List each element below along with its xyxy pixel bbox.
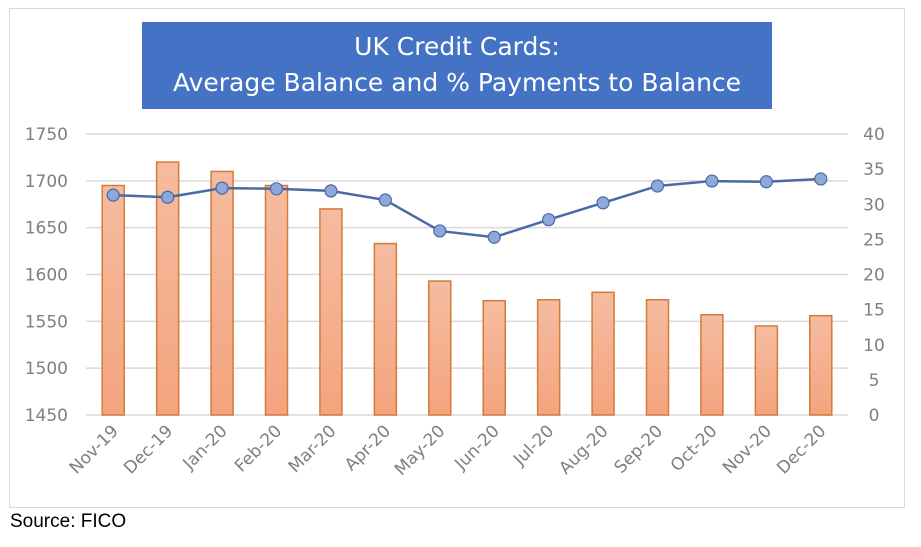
x-tick-label: Jul-20 (509, 421, 558, 470)
line-marker (106, 188, 120, 202)
x-tick-label: Nov-20 (719, 421, 776, 478)
line-marker (487, 230, 501, 244)
right-tick-label: 40 (863, 125, 885, 145)
line-marker (542, 213, 556, 227)
right-axis: 0 5 10 15 20 25 30 35 40 (863, 125, 885, 426)
x-tick-label: Oct-20 (667, 421, 722, 476)
bar (536, 299, 561, 416)
line-series-payments-to-balance (106, 172, 828, 244)
x-tick-label: Dec-19 (120, 421, 177, 478)
chart-title-line-2: Average Balance and % Payments to Balanc… (172, 68, 742, 97)
bar (645, 299, 670, 416)
chart-title-line-1: UK Credit Cards: (354, 32, 560, 61)
left-tick-label: 1550 (25, 312, 68, 332)
bar (809, 314, 833, 416)
bar (210, 170, 234, 416)
right-tick-label: 25 (863, 230, 885, 250)
bar (373, 242, 398, 416)
x-tick-label: Nov-19 (66, 421, 123, 478)
line-marker (596, 196, 610, 210)
source-note: Source: FICO (10, 511, 127, 532)
bar (319, 208, 343, 416)
bar (155, 161, 180, 416)
right-tick-label: 20 (863, 266, 885, 286)
x-tick-label: May-20 (391, 421, 449, 479)
x-tick-label: Feb-20 (231, 421, 286, 476)
x-tick-label: Sep-20 (611, 421, 667, 477)
left-axis: 1450 1500 1550 1600 1650 1700 1750 (25, 125, 68, 426)
left-tick-label: 1600 (25, 266, 68, 286)
bar (591, 291, 615, 416)
line-marker (215, 181, 229, 195)
line-marker (759, 175, 773, 189)
line-marker (650, 179, 665, 193)
line-marker (324, 184, 338, 198)
bar (754, 325, 779, 416)
bar-series-average-balance (101, 161, 833, 416)
right-tick-label: 0 (869, 406, 880, 426)
right-tick-label: 10 (863, 336, 885, 356)
line-marker (433, 224, 447, 238)
right-tick-label: 15 (863, 301, 885, 321)
right-tick-label: 5 (869, 371, 880, 391)
left-tick-label: 1700 (25, 172, 68, 192)
left-tick-label: 1650 (25, 219, 68, 239)
bar (264, 184, 289, 416)
right-tick-label: 30 (863, 195, 885, 215)
x-tick-label: Dec-20 (773, 421, 830, 478)
gridlines (86, 133, 848, 416)
bar (482, 299, 506, 416)
chart-title: UK Credit Cards: Average Balance and % P… (142, 22, 772, 109)
left-tick-label: 1750 (25, 125, 68, 145)
line-marker (814, 172, 828, 186)
line-marker (378, 193, 392, 207)
x-tick-label: Jun-20 (450, 421, 503, 474)
bar (428, 280, 452, 416)
line-marker (705, 174, 719, 188)
x-tick-label: Mar-20 (285, 421, 341, 477)
x-tick-label: Aug-20 (555, 421, 612, 478)
bar (700, 314, 724, 416)
line-path (113, 177, 821, 239)
x-tick-label: Apr-20 (341, 421, 395, 475)
x-tick-label: Jan-20 (179, 421, 232, 474)
left-tick-label: 1500 (25, 359, 68, 379)
right-tick-label: 35 (863, 160, 885, 180)
left-tick-label: 1450 (25, 406, 68, 426)
line-marker (161, 190, 175, 204)
line-marker (269, 182, 284, 196)
bar (101, 184, 125, 416)
